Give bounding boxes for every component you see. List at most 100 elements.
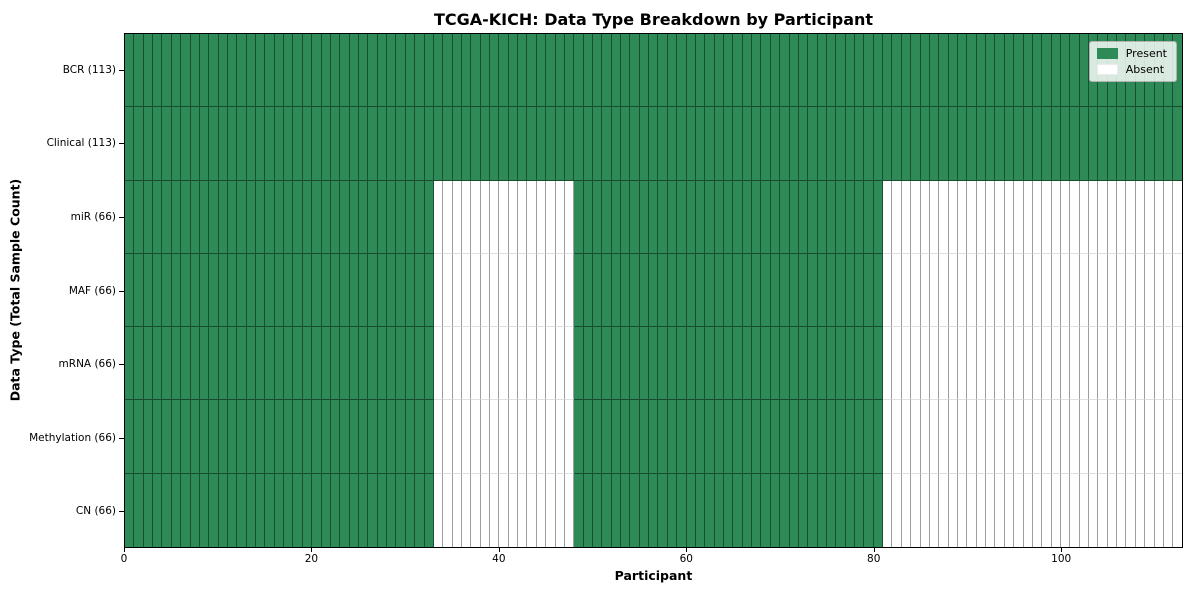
heatmap-cell <box>125 34 135 108</box>
heatmap-cell <box>733 34 743 108</box>
heatmap-cell <box>892 180 902 254</box>
plot-area: Present Absent <box>124 33 1183 548</box>
heatmap-cell <box>199 473 210 547</box>
heatmap-cell <box>611 34 622 108</box>
heatmap-cell <box>873 400 884 474</box>
heatmap-cell <box>1107 180 1118 254</box>
heatmap-cell <box>209 34 219 108</box>
heatmap-cell <box>1154 107 1164 181</box>
heatmap-cell <box>387 107 397 181</box>
heatmap-cell <box>377 34 388 108</box>
heatmap-cell <box>752 473 762 547</box>
heatmap-cell <box>574 253 584 328</box>
x-tick-label: 20 <box>304 553 319 565</box>
heatmap-cell <box>724 253 734 328</box>
heatmap-cell <box>920 34 930 108</box>
heatmap-cell <box>770 34 781 108</box>
heatmap-cell <box>480 34 491 108</box>
heatmap-cell <box>1163 253 1174 328</box>
heatmap-cell <box>808 327 818 401</box>
heatmap-cell <box>536 34 547 108</box>
heatmap-cell <box>1023 400 1033 474</box>
heatmap-cell <box>574 473 584 547</box>
heatmap-cell <box>695 473 706 547</box>
heatmap-cell <box>1042 107 1052 181</box>
heatmap-row-miR <box>125 180 1182 254</box>
heatmap-cell <box>695 180 706 254</box>
heatmap-cell <box>461 253 472 328</box>
legend-item-absent: Absent <box>1096 63 1167 76</box>
heatmap-cell <box>1051 180 1061 254</box>
heatmap-cell <box>677 180 687 254</box>
heatmap-cell <box>630 180 640 254</box>
heatmap-cell <box>995 400 1005 474</box>
heatmap-cell <box>920 107 930 181</box>
heatmap-cell <box>639 180 650 254</box>
heatmap-cell <box>1117 473 1127 547</box>
legend-label-absent: Absent <box>1125 63 1165 76</box>
heatmap-cell <box>190 180 200 254</box>
heatmap-cell <box>836 107 846 181</box>
chart-title: TCGA-KICH: Data Type Breakdown by Partic… <box>433 10 874 29</box>
heatmap-cell <box>667 400 678 474</box>
heatmap-cell <box>396 327 406 401</box>
heatmap-cell <box>237 327 247 401</box>
heatmap-cell <box>265 34 275 108</box>
heatmap-cell <box>817 253 827 328</box>
heatmap-cell <box>911 327 921 401</box>
heatmap-cell <box>789 327 799 401</box>
x-tick-label: 60 <box>679 553 693 565</box>
heatmap-cell <box>1089 400 1099 474</box>
heatmap-cell <box>817 180 827 254</box>
heatmap-cell <box>284 327 294 401</box>
heatmap-cell <box>564 327 575 401</box>
heatmap-cell <box>1089 327 1099 401</box>
heatmap-cell <box>761 34 771 108</box>
heatmap-cell <box>415 327 425 401</box>
heatmap-cell <box>218 107 228 181</box>
heatmap-cell <box>574 107 584 181</box>
heatmap-cell <box>368 400 378 474</box>
heatmap-cell <box>274 34 285 108</box>
heatmap-cell <box>939 400 949 474</box>
heatmap-cell <box>246 34 257 108</box>
heatmap-cell <box>826 180 837 254</box>
heatmap-cell <box>986 107 996 181</box>
heatmap-cell <box>948 327 958 401</box>
heatmap-cell <box>1004 473 1015 547</box>
heatmap-cell <box>256 327 266 401</box>
heatmap-cell <box>125 327 135 401</box>
heatmap-cell <box>274 327 285 401</box>
heatmap-cell <box>274 473 285 547</box>
heatmap-cell <box>695 253 706 328</box>
heatmap-cell <box>1023 253 1033 328</box>
heatmap-cell <box>789 253 799 328</box>
heatmap-cell <box>901 34 912 108</box>
heatmap-cell <box>471 180 481 254</box>
heatmap-grid <box>125 34 1182 547</box>
heatmap-cell <box>265 253 275 328</box>
heatmap-cell <box>134 180 144 254</box>
legend-swatch-present <box>1096 48 1118 59</box>
heatmap-cell <box>864 327 874 401</box>
heatmap-cell <box>639 400 650 474</box>
heatmap-cell <box>218 180 228 254</box>
heatmap-cell <box>630 34 640 108</box>
heatmap-cell <box>1014 400 1024 474</box>
heatmap-cell <box>1163 473 1174 547</box>
heatmap-cell <box>780 400 790 474</box>
heatmap-cell <box>461 400 472 474</box>
heatmap-cell <box>134 107 144 181</box>
heatmap-cell <box>1070 400 1080 474</box>
heatmap-cell <box>134 327 144 401</box>
heatmap-cell <box>461 107 472 181</box>
heatmap-cell <box>770 253 781 328</box>
heatmap-cell <box>714 180 724 254</box>
heatmap-cell <box>939 107 949 181</box>
heatmap-cell <box>742 400 753 474</box>
heatmap-cell <box>658 34 668 108</box>
x-tick-mark <box>124 548 125 552</box>
heatmap-cell <box>125 180 135 254</box>
heatmap-cell <box>443 107 453 181</box>
heatmap-cell <box>368 327 378 401</box>
